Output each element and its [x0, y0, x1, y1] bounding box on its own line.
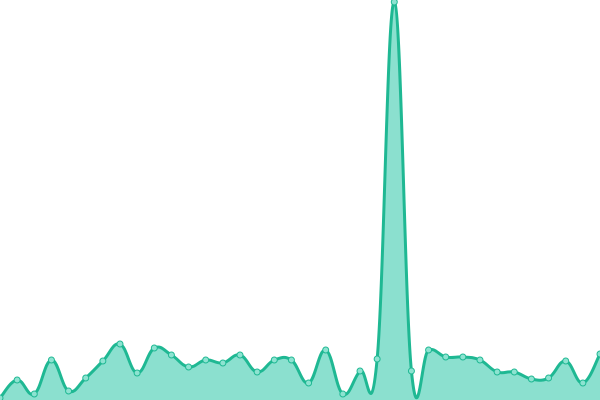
- data-point-11: [185, 363, 193, 371]
- data-point-15: [253, 368, 261, 376]
- data-point-10: [167, 351, 175, 359]
- data-point-9: [150, 344, 158, 352]
- data-point-32: [545, 374, 553, 382]
- data-point-21: [356, 367, 364, 375]
- data-point-23: [390, 0, 398, 6]
- data-point-2: [30, 390, 38, 398]
- data-point-27: [459, 353, 467, 361]
- data-point-18: [305, 379, 313, 387]
- data-point-30: [510, 368, 518, 376]
- data-point-4: [65, 387, 73, 395]
- data-point-19: [322, 346, 330, 354]
- data-point-24: [407, 367, 415, 375]
- data-point-13: [219, 359, 227, 367]
- data-point-0: [0, 394, 4, 400]
- data-point-6: [99, 357, 107, 365]
- data-point-3: [47, 356, 55, 364]
- data-point-8: [133, 369, 141, 377]
- data-point-34: [579, 379, 587, 387]
- data-point-28: [476, 356, 484, 364]
- data-point-33: [562, 357, 570, 365]
- data-point-14: [236, 351, 244, 359]
- data-point-16: [270, 356, 278, 364]
- data-point-7: [116, 340, 124, 348]
- data-point-1: [13, 376, 21, 384]
- data-point-26: [442, 353, 450, 361]
- data-point-20: [339, 390, 347, 398]
- data-point-25: [425, 346, 433, 354]
- data-point-29: [493, 368, 501, 376]
- data-point-22: [373, 355, 381, 363]
- data-point-31: [527, 375, 535, 383]
- data-point-5: [82, 374, 90, 382]
- data-point-17: [287, 356, 295, 364]
- data-point-35: [596, 350, 600, 358]
- data-point-12: [202, 356, 210, 364]
